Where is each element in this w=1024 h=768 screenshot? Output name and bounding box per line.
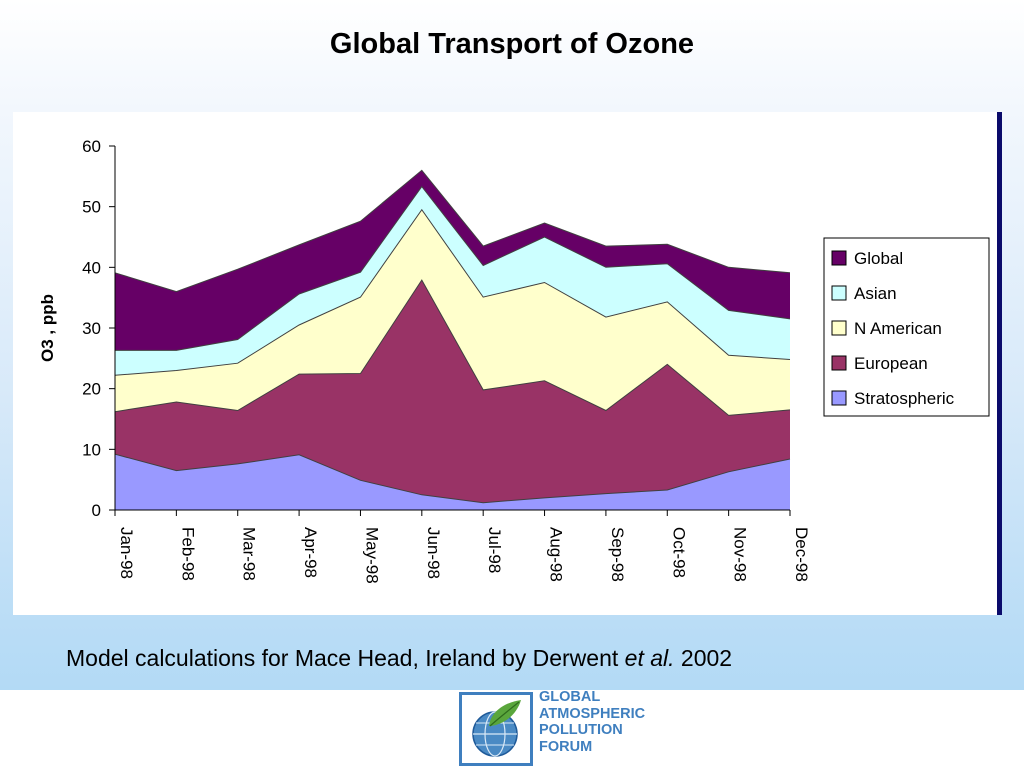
area-asian [115,186,790,376]
series-line-stratospheric [114,453,791,504]
x-tick-label: Aug-98 [547,527,566,582]
x-tick-label: Nov-98 [731,527,750,582]
series-line-asian [115,185,791,351]
y-tick-label: 40 [82,258,101,277]
x-tick-label: May-98 [362,527,381,584]
x-tick-label: Jul-98 [485,527,504,573]
y-tick-label: 30 [82,319,101,338]
x-tick-label: Mar-98 [240,527,259,581]
legend-swatch [831,320,847,336]
caption-italic: et al. [624,645,675,671]
legend-label: Stratospheric [854,389,955,408]
caption-year: 2002 [674,645,733,671]
y-tick-label: 10 [82,440,101,459]
y-tick-label: 60 [82,137,101,156]
legend-label: European [854,354,928,373]
series-line-n-american [114,208,791,376]
slide-title: Global Transport of Ozone [329,28,695,60]
area-european [115,280,790,503]
legend-swatch [831,285,847,301]
logo-line: GLOBAL [539,689,601,705]
legend-label: N American [854,319,942,338]
x-tick-label: Feb-98 [178,527,197,581]
y-tick-label: 20 [82,380,101,399]
x-tick-label: Sep-98 [608,527,627,582]
area-stratospheric [115,454,790,510]
x-tick-label: Jan-98 [117,527,136,579]
legend-label: Asian [854,284,897,303]
legend-box [823,237,990,417]
y-axis-title: O3 , ppb [38,294,57,362]
chart-panel: 0 10 20 30 40 50 60 Jan-98 Feb-98 Mar-98 Apr-98 May… [13,112,998,615]
caption: Model calculations for Mace Head, Irelan… [66,645,732,672]
legend-swatch [831,390,847,406]
y-tick-label: 50 [82,198,101,217]
globe-leaf-icon [459,692,533,766]
logo-line: ATMOSPHERIC [539,705,646,722]
logo-line: FORUM [539,738,593,755]
x-tick-label: Oct-98 [669,527,688,578]
x-tick-label: Jun-98 [424,527,443,579]
logo-line: POLLUTION [539,722,623,738]
caption-text: Model calculations for Mace Head, Irelan… [66,645,625,671]
legend-swatch [831,355,847,371]
x-tick-label: Dec-98 [792,527,811,582]
stacked-area-chart: 0 10 20 30 40 50 60 Jan-98 Feb-98 Mar-98 Apr-98 May… [38,137,990,584]
y-tick-label: 0 [92,501,101,520]
area-n-american [115,209,790,416]
legend-swatch [831,250,847,266]
panel-border [997,112,1002,615]
series-line-european [114,279,791,416]
legend-label: Global [854,249,903,268]
x-tick-label: Apr-98 [301,527,320,578]
logo-text: GLOBAL ATMOSPHERIC POLLUTION FORUM [539,689,645,755]
series-line-global [114,169,791,293]
